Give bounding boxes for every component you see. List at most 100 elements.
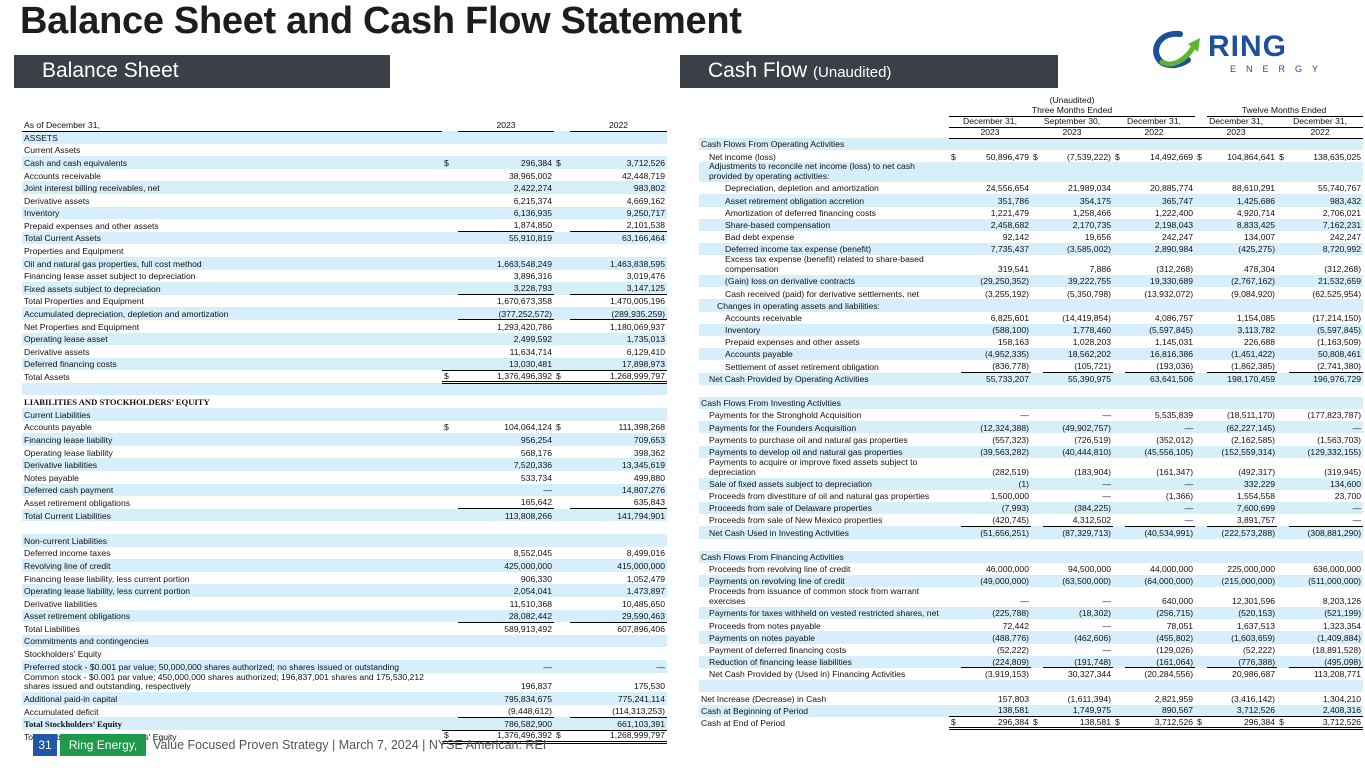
header-years-row: 2023 2023 2022 2023 2022 [699,127,1364,139]
currency-symbol [949,138,961,151]
row-value: (1,862,385) [1231,361,1276,372]
row-value: 63,641,506 [1125,371,1196,385]
footer-tagline: Value Focused Proven Strategy | March 7,… [153,738,547,752]
row-value: 3,019,476 [626,271,665,282]
row-label: Net Cash Used in Investing Activities [699,526,949,539]
currency-symbol [949,704,961,717]
row-value: 12,301,596 [1232,596,1276,607]
currency-symbol [1031,587,1043,607]
table-row [699,680,1364,693]
currency-symbol [1277,607,1290,620]
currency-symbol [442,307,458,320]
row-value: (319,945) [1324,466,1362,477]
row-value: — [458,659,554,673]
row-value: 6,136,935 [458,206,554,220]
table-row: Derivative liabilities 11,510,368 10,485,6… [22,597,667,610]
cash-flow-note: (Unaudited) [813,64,892,81]
currency-symbol [442,559,458,572]
currency-symbol [949,162,961,183]
row-value: 956,254 [458,433,554,446]
column-year: 2023 [949,127,1031,139]
row-value [1125,299,1196,312]
row-value: 10,485,650 [621,598,665,609]
currency-symbol [554,547,570,560]
row-value: 2,890,984 [1125,243,1196,256]
row-value [570,144,667,157]
currency-symbol [442,270,458,283]
row-value [961,138,1031,151]
currency-symbol [949,680,961,693]
currency-symbol [1195,287,1207,299]
currency-symbol [1277,680,1290,693]
currency-symbol [442,622,458,635]
row-value [1207,138,1278,151]
currency-symbol [1195,409,1207,421]
row-value: 1,268,999,797 [570,369,667,385]
row-value: 296,384 [961,716,1031,731]
currency-symbol [1031,445,1043,458]
row-value: (5,350,798) [1067,288,1111,299]
currency-symbol [1195,360,1207,372]
row-value: (18,891,528) [1312,644,1362,655]
currency-symbol [442,483,458,497]
row-value: 890,567 [1125,704,1196,717]
row-value: 1,376,496,392 [458,369,554,385]
row-label: Amortization of deferred financing costs [725,207,876,218]
currency-symbol [554,332,570,346]
table-row: Proceeds from sale of Delaware propertie… [699,501,1364,515]
currency-symbol [1113,587,1125,607]
row-label: Payments on revolving line of credit [699,575,949,588]
currency-symbol [442,395,458,408]
row-value: 1,221,479 [990,207,1029,218]
table-row: Additional paid-in capital 795,834,675 775… [22,692,667,705]
currency-symbol [1113,360,1125,372]
row-value: — [1102,644,1111,655]
row-value [570,534,667,547]
currency-symbol [1277,255,1289,275]
table-row: Operating lease asset 2,499,592 1,735,013 [22,332,667,346]
currency-symbol: $ [1197,151,1202,162]
row-value: (289,935,259) [570,307,667,320]
table-row: Prepaid expenses and other assets 158,163… [699,336,1363,348]
currency-symbol [554,194,570,207]
row-value: 104,864,641 [1227,151,1276,162]
row-value: 18,562,202 [1043,348,1113,361]
row-value: 20,885,774 [1150,183,1194,194]
row-label: ASSETS [22,131,442,144]
currency-symbol [554,634,570,648]
row-value [1289,539,1363,551]
row-value: 9,250,717 [570,206,667,220]
row-label: Additional paid-in capital [22,692,442,705]
currency-symbol [442,572,458,585]
row-value: 415,000,000 [570,559,667,572]
row-value: — [1125,421,1196,434]
currency-symbol [554,659,570,673]
row-value: 7,735,437 [961,243,1031,256]
row-value [458,382,554,396]
company-badge: Ring Energy, Inc. [60,734,146,774]
row-value: (64,000,000) [1125,575,1196,588]
currency-symbol [949,692,961,704]
row-value [570,244,667,257]
table-row: Excess tax expense (benefit) related to … [699,254,1363,275]
row-value: 983,802 [570,181,667,194]
row-label: Fixed assets subject to depreciation [22,282,442,295]
column-year: 2023 [1195,127,1278,139]
currency-symbol [1031,619,1043,631]
row-value: (191,748) [1043,655,1113,668]
currency-symbol [1277,275,1290,288]
row-value: (152,559,314) [1207,445,1278,458]
row-value [1289,396,1364,410]
currency-symbol [1195,680,1208,693]
row-value [458,408,554,421]
currency-symbol [949,655,961,668]
table-row: Payments to purchase oil and natural gas… [699,433,1363,445]
currency-symbol [442,231,458,245]
row-value: (12,324,388) [961,421,1031,434]
currency-symbol [1031,299,1043,312]
row-label: Inventory [699,323,949,336]
row-value: 55,390,975 [1043,371,1113,385]
row-value: (222,573,288) [1207,525,1278,539]
table-row: Payment of deferred financing costs (52,2… [699,644,1363,656]
table-row: Proceeds from sale of New Mexico propert… [699,514,1363,526]
